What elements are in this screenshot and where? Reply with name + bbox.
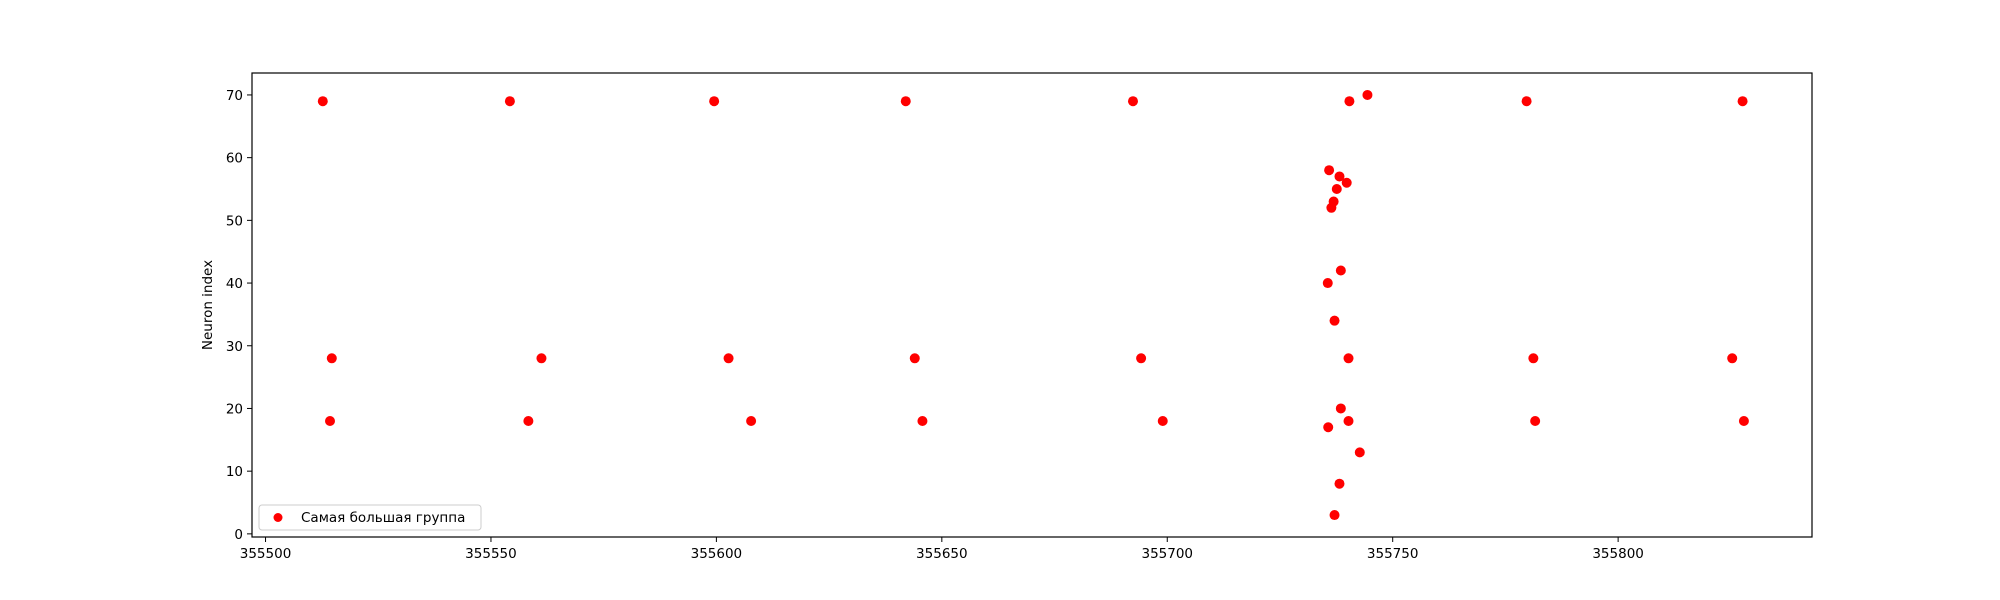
data-point xyxy=(536,353,547,364)
data-point xyxy=(1344,96,1355,107)
data-point xyxy=(1136,353,1147,364)
y-tick-label: 50 xyxy=(226,213,243,229)
y-tick-label: 0 xyxy=(234,527,243,543)
legend-marker xyxy=(273,513,283,522)
data-point xyxy=(325,416,335,426)
data-point xyxy=(1354,447,1365,458)
data-point xyxy=(1331,184,1342,194)
x-tick-label: 355750 xyxy=(1367,546,1419,562)
x-tick-label: 355700 xyxy=(1141,546,1193,562)
data-point xyxy=(504,96,515,107)
data-point xyxy=(1335,265,1346,276)
y-tick-label: 10 xyxy=(226,464,243,480)
legend-label: Самая большая группа xyxy=(301,510,465,526)
data-point xyxy=(1326,202,1337,213)
data-point xyxy=(1335,403,1346,414)
data-point xyxy=(900,96,911,107)
x-tick-label: 355550 xyxy=(465,546,517,562)
data-point xyxy=(1334,171,1345,182)
data-point xyxy=(1323,422,1334,433)
data-point xyxy=(746,416,757,426)
axes: 355500 355550 355600 355650 355700 355750 3558… xyxy=(226,72,1813,562)
data-point xyxy=(1737,96,1748,107)
y-axis-label: Neuron index xyxy=(200,260,216,350)
y-tick-label: 70 xyxy=(226,88,243,104)
data-point xyxy=(1362,89,1373,100)
y-tick-label: 60 xyxy=(226,151,243,167)
data-point xyxy=(1329,315,1340,326)
data-point xyxy=(317,96,328,107)
data-point xyxy=(1521,96,1532,107)
data-point xyxy=(1343,353,1354,364)
data-point xyxy=(1329,510,1340,521)
data-point xyxy=(1324,165,1335,176)
data-point xyxy=(1530,416,1541,426)
data-point xyxy=(1727,353,1738,364)
legend-box xyxy=(258,504,482,531)
data-point xyxy=(1157,416,1168,426)
data-point xyxy=(523,416,534,426)
data-point xyxy=(1341,177,1352,188)
data-point xyxy=(709,96,720,107)
x-tick-label: 355500 xyxy=(240,546,292,562)
y-tick-label: 40 xyxy=(226,276,243,292)
data-point xyxy=(1127,96,1138,107)
legend: Самая большая группа xyxy=(258,504,482,531)
data-point xyxy=(1334,478,1345,489)
data-point xyxy=(1343,416,1354,426)
x-tick-label: 355650 xyxy=(916,546,968,562)
x-tick-label: 355800 xyxy=(1592,546,1644,562)
y-tick-label: 30 xyxy=(226,339,243,355)
data-point xyxy=(723,353,734,364)
x-tick-label: 355600 xyxy=(691,546,743,562)
data-point xyxy=(326,353,337,364)
plot-area xyxy=(317,89,1749,521)
data-point xyxy=(909,353,920,364)
y-tick-label: 20 xyxy=(226,401,243,417)
data-point xyxy=(1528,353,1539,364)
axes-frame xyxy=(251,72,1813,538)
data-point xyxy=(1738,416,1749,426)
data-point xyxy=(1322,278,1333,289)
data-point xyxy=(917,416,928,426)
